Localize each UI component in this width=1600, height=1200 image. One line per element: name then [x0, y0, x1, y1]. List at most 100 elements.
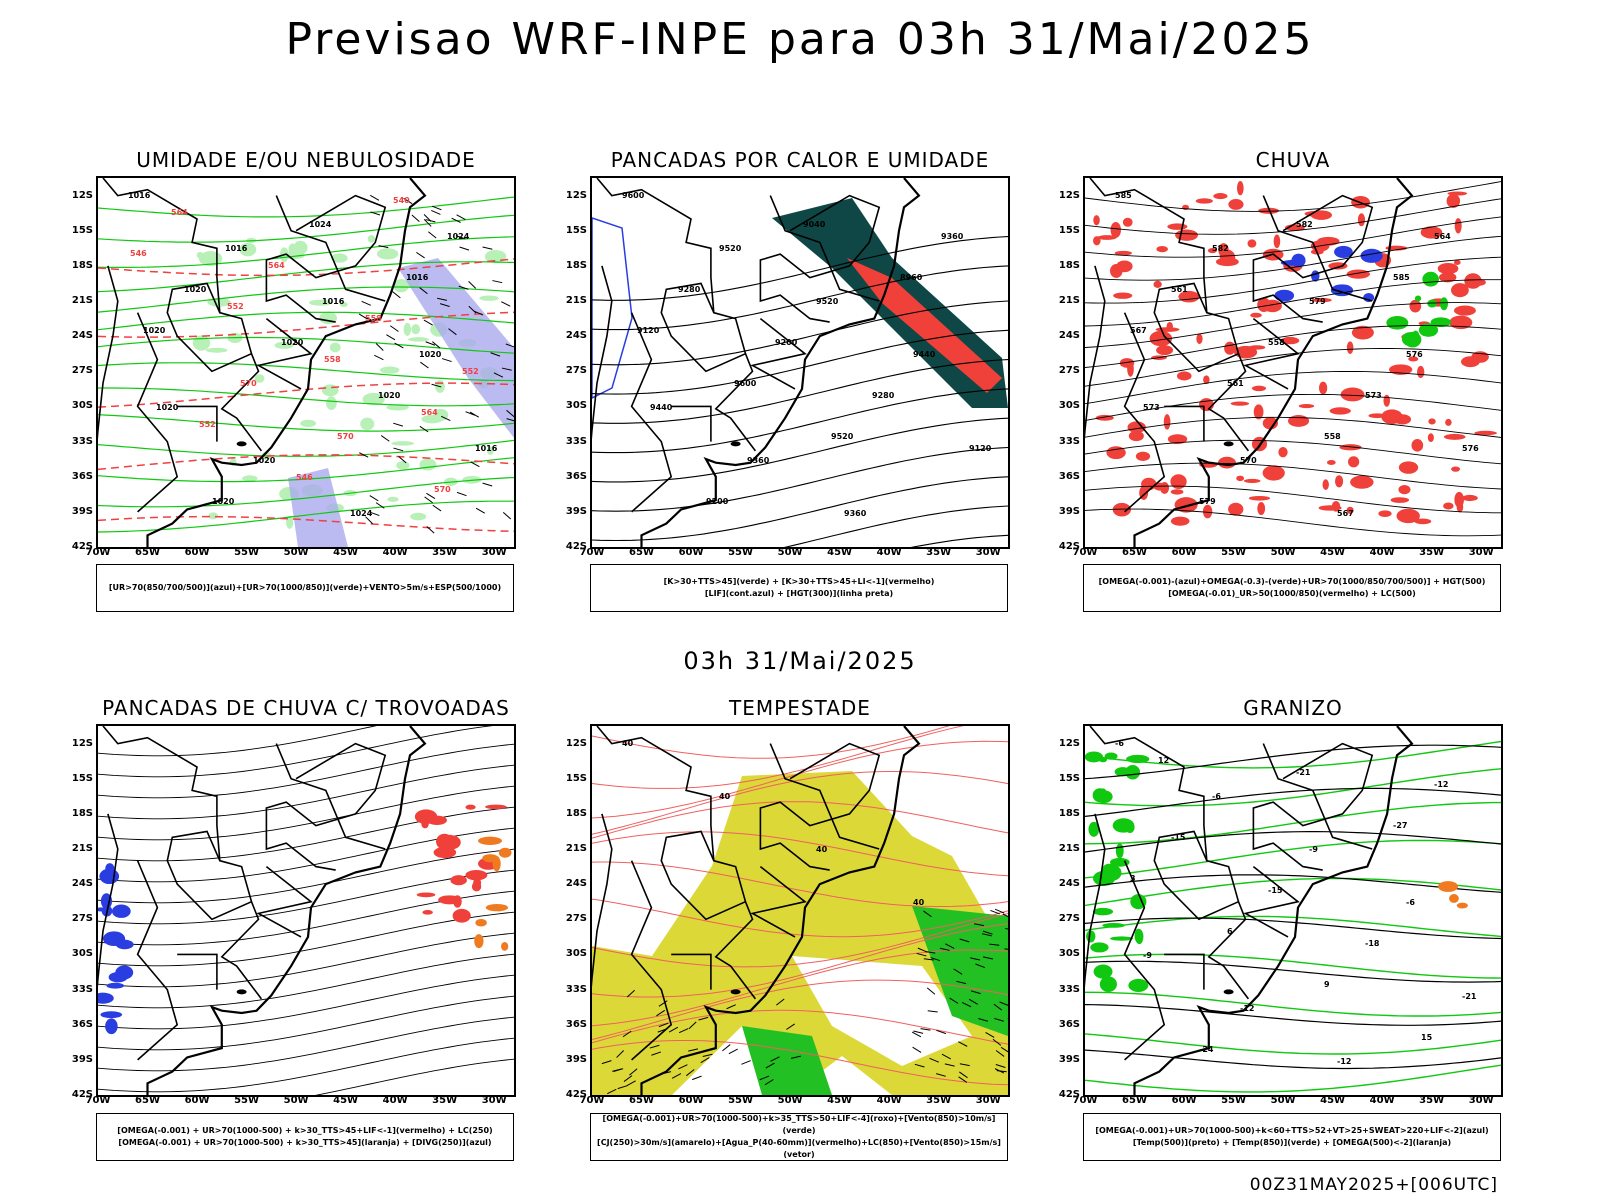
streamline: [1085, 370, 1501, 405]
rain-red-area: [1311, 297, 1332, 303]
rain-red-area: [1236, 181, 1244, 196]
rain-red-area: [1351, 325, 1374, 340]
rain-red-area: [1346, 341, 1354, 354]
humidity-green-area: [274, 341, 294, 349]
humidity-green-area: [396, 460, 410, 470]
longitude-tick-label: 50W: [777, 547, 803, 558]
rain-red-area: [1195, 198, 1213, 204]
thickness-contour: [98, 258, 514, 277]
wind-vector: [601, 1060, 612, 1065]
humidity-contour: [98, 336, 514, 354]
latitude-tick-label: 42S: [1058, 1089, 1080, 1100]
rain-red-area: [1357, 213, 1366, 227]
latitude-tick-label: 15S: [1058, 224, 1080, 236]
state-border: [98, 813, 119, 988]
humidity-blue-area: [398, 258, 514, 438]
temp500-contour: [1085, 787, 1501, 817]
streamline: [315, 1058, 514, 1095]
streamline: [1085, 235, 1501, 281]
temp850-green-area: [1135, 929, 1144, 945]
contour-label: 1016: [128, 191, 151, 200]
wind-vector: [920, 1028, 931, 1031]
streamline: [98, 953, 514, 1009]
humidity-green-area: [326, 396, 337, 411]
map-umidade: 1016 1016 1016 1020 1020 1020 1024 1024 1020 1020…: [96, 176, 516, 549]
streamline: [1085, 216, 1501, 258]
storm-orange-area: [482, 854, 499, 863]
wind-vector: [776, 998, 785, 1006]
wind-vector: [995, 1050, 1005, 1057]
hgt-contour: [910, 534, 1008, 547]
streamline: [1085, 508, 1501, 537]
contour-label: 567: [1337, 509, 1354, 518]
rain-green-area: [1430, 317, 1452, 328]
rain-red-area: [1398, 461, 1419, 474]
state-border: [1085, 265, 1106, 440]
rain-red-area: [1378, 510, 1392, 518]
rain-red-area: [1273, 234, 1281, 249]
streamline: [1085, 279, 1501, 327]
longitude-tick-label: 40W: [382, 547, 408, 558]
rain-red-area: [1127, 360, 1134, 377]
longitude-tick-label: 55W: [234, 547, 260, 558]
contour-label: 9: [1324, 980, 1330, 989]
storm-red-area: [471, 881, 482, 892]
contour-label: -6: [1115, 739, 1124, 748]
wind-vector: [982, 956, 993, 960]
wind-vector: [912, 1046, 922, 1053]
divergence-blue-area: [108, 972, 128, 983]
latitude-tick-label: 36S: [71, 470, 93, 482]
hgt-contour: [592, 417, 1008, 483]
contour-label: 9040: [803, 220, 826, 229]
state-border: [177, 953, 218, 990]
temp850-green-area: [1088, 821, 1100, 837]
rain-red-area: [1093, 236, 1101, 246]
wind-vector: [994, 908, 1005, 914]
contour-label: 579: [1199, 497, 1216, 506]
rain-red-area: [1248, 496, 1271, 501]
lagoon: [1223, 441, 1234, 447]
contour-label: 576: [1462, 444, 1479, 453]
wind-vector: [649, 1044, 660, 1049]
wind-vector: [626, 1080, 636, 1087]
temp850-green-area: [1130, 894, 1147, 910]
longitude-tick-label: 70W: [579, 547, 605, 558]
humidity-green-area: [419, 458, 437, 471]
contour-label: 15: [1421, 1033, 1433, 1042]
wind-vector: [978, 1018, 989, 1022]
rain-green-area: [1386, 316, 1409, 330]
latitude-tick-label: 15S: [565, 224, 587, 236]
humidity-contour: [98, 311, 514, 331]
wind-vector: [970, 990, 981, 995]
rain-red-area: [1156, 245, 1168, 253]
legend-line: [OMEGA(-0.001)-(azul)+OMEGA(-0.3)-(verde…: [1098, 577, 1486, 586]
humidity-green-area: [391, 441, 415, 446]
longitude-tick-label: 40W: [382, 1095, 408, 1106]
contour-label: 552: [227, 302, 244, 311]
rain-blue-area: [1334, 245, 1353, 259]
humidity-contour: [98, 214, 514, 243]
contour-label: 585: [1115, 191, 1132, 200]
latitude-tick-label: 15S: [71, 772, 93, 784]
latitude-tick-label: 21S: [1058, 295, 1080, 306]
wind-vector: [468, 305, 477, 314]
humidity-green-area: [386, 404, 409, 411]
longitude-tick-label: 35W: [432, 1095, 458, 1106]
wind-vector: [959, 1071, 968, 1079]
state-border: [275, 195, 386, 302]
lagoon: [730, 989, 741, 995]
rain-red-area: [1167, 223, 1188, 230]
latitude-tick-label: 33S: [1058, 983, 1080, 995]
contour-label: 561: [1171, 285, 1188, 294]
latitude-tick-label: 36S: [71, 1018, 93, 1030]
temp850-green-area: [1086, 930, 1096, 943]
coastline: [640, 726, 921, 1095]
rain-red-area: [1326, 460, 1336, 465]
rain-red-area: [1389, 364, 1413, 375]
contour-label: -15: [1268, 886, 1283, 895]
state-border: [592, 813, 613, 988]
contour-label: -12: [1240, 1004, 1254, 1013]
humidity-green-area: [321, 384, 339, 397]
rain-red-area: [1153, 280, 1162, 288]
legend-line: [Temp(500)](preto) + [Temp(850)](verde) …: [1132, 1138, 1452, 1147]
